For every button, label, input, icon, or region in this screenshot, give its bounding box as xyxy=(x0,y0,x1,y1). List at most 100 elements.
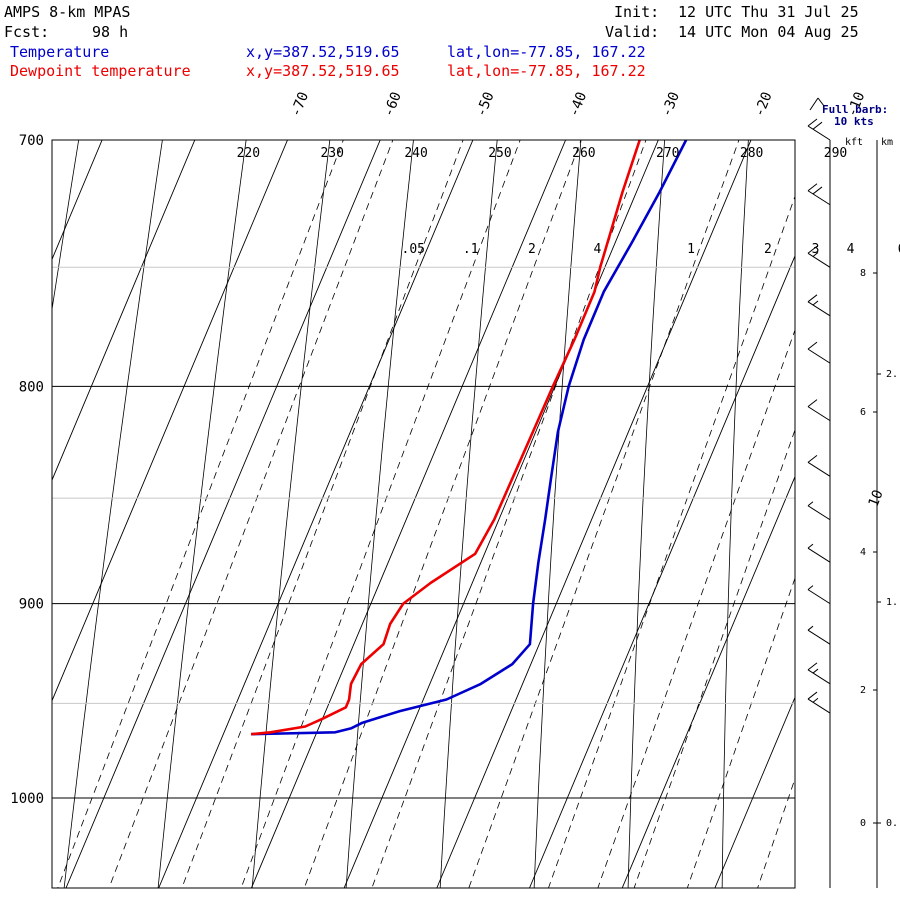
height-kft-header: kft xyxy=(845,137,863,148)
theta-tick-label: 280 xyxy=(740,146,763,161)
mixing-ratio-tick-label: 2 xyxy=(528,242,536,257)
pressure-tick-label: 800 xyxy=(19,379,44,395)
dry-adiabat-line xyxy=(345,140,414,888)
isotherms xyxy=(0,140,795,888)
model-title: AMPS 8-km MPAS xyxy=(4,3,131,21)
wind-barb-half-feather xyxy=(812,252,819,257)
legend-barb-icon xyxy=(809,97,819,111)
mixing-ratio-tick-label: 2 xyxy=(764,242,772,257)
wind-barb xyxy=(807,245,831,268)
mixing-ratio-tick-label: 4 xyxy=(847,242,855,257)
wind-barb-shaft xyxy=(807,505,831,521)
wind-barb-feather xyxy=(807,341,818,350)
wind-barb-feather xyxy=(807,294,818,303)
init-label: Init: xyxy=(614,3,660,21)
wind-barb xyxy=(807,341,831,364)
legend-temperature-xy: x,y=387.52,519.65 xyxy=(246,43,400,61)
isotherm-line xyxy=(52,140,103,261)
legend-barb-flag xyxy=(817,97,825,107)
height-kft-tick-label: 2 xyxy=(860,685,866,696)
barb-legend-line2: 10 kts xyxy=(834,115,874,128)
wind-barb-half-feather xyxy=(807,501,814,507)
wind-barbs xyxy=(807,97,831,888)
mixing-ratio-line xyxy=(820,114,900,900)
wind-barb-feather xyxy=(807,118,818,127)
wind-barb xyxy=(807,399,831,422)
wind-barb-feather xyxy=(807,399,818,408)
pressure-tick-label: 1000 xyxy=(10,791,44,807)
height-axis: kft km 8 6 4 2 0 2. 1. 0. xyxy=(845,137,898,888)
dry-adiabats xyxy=(52,140,749,888)
wind-barb xyxy=(807,691,831,714)
wind-barb-shaft xyxy=(807,348,831,364)
isotherm-line xyxy=(65,140,381,888)
isotherm-line xyxy=(52,140,196,482)
dry-adiabat-line xyxy=(63,140,163,888)
height-kft-tick-label: 6 xyxy=(860,407,866,418)
wind-barb-shaft xyxy=(807,629,831,645)
legend-temperature-latlon: lat,lon=-77.85, 167.22 xyxy=(447,43,646,61)
legend-dewpoint-label: Dewpoint temperature xyxy=(10,62,191,80)
wind-barb-shaft xyxy=(807,461,831,477)
wind-barb xyxy=(807,662,831,685)
wind-barb xyxy=(807,118,831,141)
theta-tick-label: 230 xyxy=(320,146,343,161)
wind-barb xyxy=(807,454,831,477)
wind-barb-feather xyxy=(807,454,818,463)
temperature-tick-label: -30 xyxy=(659,90,683,119)
isotherm-line xyxy=(621,475,795,888)
mixing-ratio-tick-label: 1 xyxy=(687,242,695,257)
temperature-tick-label: -40 xyxy=(566,90,590,119)
dry-adiabat-line xyxy=(627,140,666,888)
height-km-tick-label: 0. xyxy=(886,818,898,829)
legend-dewpoint-latlon: lat,lon=-77.85, 167.22 xyxy=(447,62,646,80)
wind-barb-shaft xyxy=(807,301,831,317)
wind-barb-feather xyxy=(807,245,818,254)
mixing-ratio-tick-label: 6 xyxy=(898,242,900,257)
mixing-ratio-line xyxy=(240,140,521,888)
mixing-ratio-line xyxy=(57,140,344,888)
mixing-ratio-tick-label: .1 xyxy=(463,242,479,257)
mixing-ratio-line xyxy=(686,576,795,888)
isotherm-line xyxy=(52,140,288,702)
isotherm-line xyxy=(343,140,659,888)
height-kft-tick-label: 8 xyxy=(860,268,866,279)
height-kft-tick-label: 0 xyxy=(860,818,866,829)
dewpoint-profile-line xyxy=(250,140,641,736)
pressure-tick-label: 700 xyxy=(19,133,44,149)
mixing-ratio-line xyxy=(303,140,582,888)
wind-barb-half-feather xyxy=(807,585,814,591)
sounding-profiles xyxy=(250,140,688,736)
mixing-ratio-line xyxy=(371,140,647,888)
legend-dewpoint-xy: x,y=387.52,519.65 xyxy=(246,62,400,80)
wind-barb-feather xyxy=(807,662,818,671)
wind-barb xyxy=(807,294,831,317)
wind-barb xyxy=(807,501,831,521)
mixing-ratio-line xyxy=(633,428,795,888)
theta-tick-label: 250 xyxy=(488,146,511,161)
annotation-label: 10 xyxy=(866,488,887,510)
mixing-ratio-line xyxy=(548,195,795,888)
wind-barb xyxy=(807,183,831,206)
temperature-tick-label: -50 xyxy=(473,90,497,119)
wind-barb xyxy=(807,625,831,645)
dry-adiabat-line xyxy=(533,140,582,888)
wind-barb-shaft xyxy=(807,698,831,714)
mixing-ratio-line xyxy=(181,140,464,888)
init-time: 12 UTC Thu 31 Jul 25 xyxy=(678,3,859,21)
temperature-tick-label: -20 xyxy=(751,90,775,119)
mixing-ratio-line xyxy=(108,140,394,888)
wind-barb xyxy=(807,585,831,605)
valid-label: Valid: xyxy=(605,23,660,41)
legend-temperature-label: Temperature xyxy=(10,43,110,61)
mixing-ratio-tick-label: 3 xyxy=(812,242,820,257)
wind-barb-feather xyxy=(812,121,823,130)
wind-barb-shaft xyxy=(807,125,831,141)
isotherm-line xyxy=(0,140,9,888)
mixing-ratio-line xyxy=(597,328,795,888)
mixing-ratio-tick-label: .05 xyxy=(402,242,425,257)
height-km-header: km xyxy=(881,137,893,148)
forecast-hours: 98 h xyxy=(92,23,129,41)
dry-adiabat-line xyxy=(157,140,247,888)
